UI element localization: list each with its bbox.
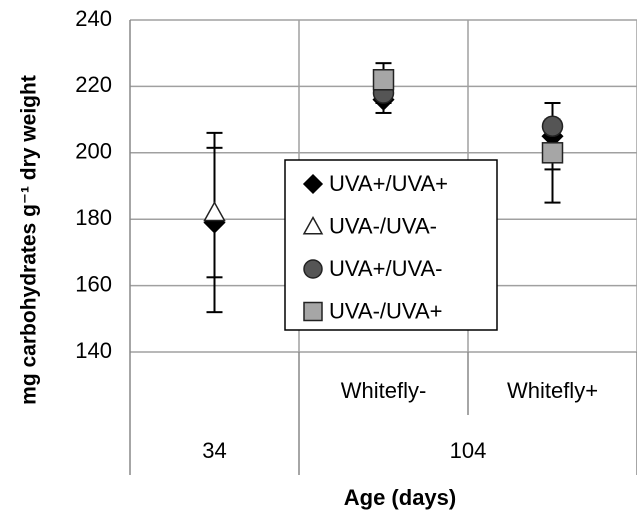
x-tick-label: Whitefly- [341, 378, 427, 403]
x-tick-label: Whitefly+ [507, 378, 598, 403]
marker [541, 115, 564, 137]
y-axis-title: mg carbohydrates g⁻¹ dry weight [18, 75, 41, 405]
y-tick-label: 180 [75, 205, 112, 230]
legend-label: UVA-/UVA- [329, 213, 437, 238]
y-tick-label: 160 [75, 271, 112, 296]
marker [541, 142, 564, 164]
group-label: 104 [450, 438, 487, 463]
marker [302, 215, 324, 235]
marker [372, 69, 395, 91]
marker [203, 201, 226, 222]
legend-label: UVA+/UVA+ [329, 171, 448, 196]
y-tick-label: 140 [75, 338, 112, 363]
y-tick-label: 220 [75, 72, 112, 97]
group-label: 34 [202, 438, 226, 463]
legend-label: UVA-/UVA+ [329, 298, 443, 323]
marker [303, 259, 323, 279]
y-tick-label: 200 [75, 139, 112, 164]
legend-label: UVA+/UVA- [329, 256, 443, 281]
y-tick-label: 240 [75, 6, 112, 31]
marker [302, 173, 324, 195]
marker [303, 301, 323, 322]
legend-box [284, 159, 498, 331]
x-axis-title: Age (days) [344, 485, 456, 510]
